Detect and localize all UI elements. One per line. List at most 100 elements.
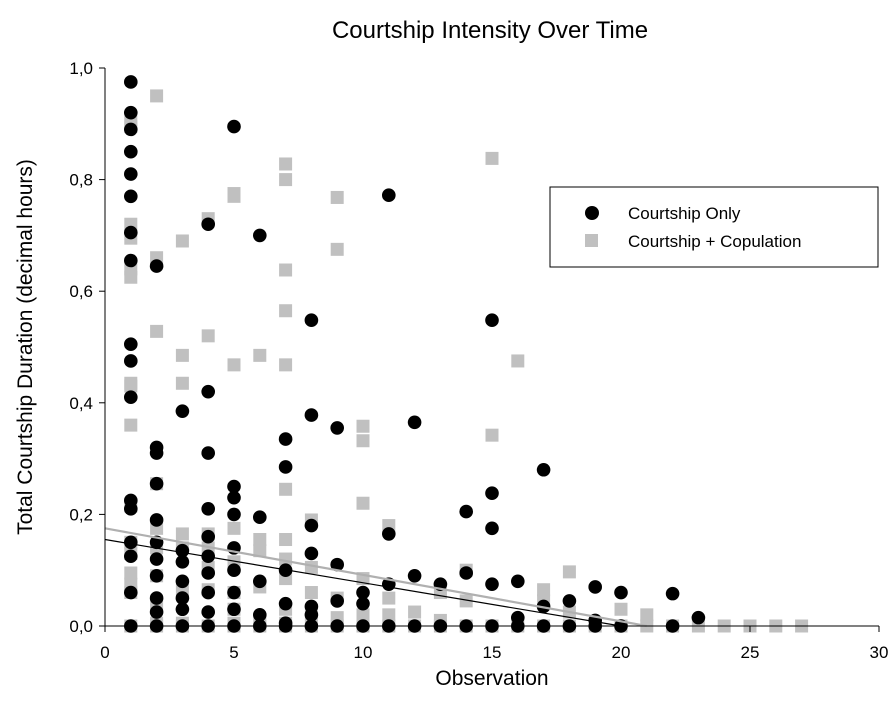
data-point (382, 527, 396, 541)
data-point (175, 602, 190, 617)
data-point (279, 358, 293, 372)
data-point (150, 324, 164, 338)
data-point (407, 415, 422, 430)
data-point (356, 608, 370, 622)
data-point (150, 89, 164, 103)
data-point (614, 602, 628, 616)
y-tick-label: 0,2 (69, 505, 93, 524)
data-point (304, 608, 319, 622)
data-point (279, 173, 293, 187)
plot-area (104, 75, 809, 633)
data-point (562, 565, 576, 579)
data-point (485, 521, 499, 536)
y-tick-label: 1,0 (69, 59, 93, 78)
data-point (201, 384, 215, 399)
data-point (356, 496, 370, 510)
x-tick-label: 25 (741, 643, 760, 662)
data-point (279, 304, 293, 318)
data-point (175, 348, 189, 362)
data-point (485, 486, 499, 500)
data-point (149, 605, 164, 619)
data-point (253, 533, 267, 547)
data-point (227, 479, 241, 494)
data-point (227, 507, 241, 522)
x-axis-title: Observation (435, 667, 548, 690)
data-point (124, 549, 138, 564)
data-point (175, 574, 190, 589)
data-point (124, 144, 138, 159)
data-point (253, 544, 267, 558)
legend-label-courtship-only: Courtship Only (628, 204, 741, 223)
data-point (459, 566, 474, 580)
data-point (124, 379, 138, 393)
data-point (124, 167, 138, 181)
data-point (201, 329, 215, 343)
data-point (201, 502, 215, 516)
y-tick-label: 0,6 (69, 282, 93, 301)
trendline-courtship-only (104, 538, 622, 627)
data-point (459, 594, 473, 608)
axes: 0 5 10 15 20 25 30 0,0 0,2 0,4 0,6 0,8 1,0 (69, 59, 888, 662)
data-point (175, 376, 189, 390)
data-point (227, 490, 241, 505)
data-point (227, 602, 241, 617)
data-point (201, 217, 215, 232)
data-point (149, 568, 164, 583)
data-point (124, 585, 138, 600)
data-point (253, 348, 267, 362)
data-point (278, 596, 293, 611)
data-point (356, 596, 370, 611)
data-point (124, 418, 138, 432)
data-point (149, 259, 164, 273)
data-point (356, 419, 370, 433)
data-point (124, 122, 138, 137)
data-point (175, 555, 190, 569)
data-point (382, 188, 396, 203)
data-point (279, 533, 293, 547)
data-point (485, 313, 499, 328)
data-point (407, 568, 422, 583)
data-point (124, 253, 138, 268)
data-point (536, 462, 551, 477)
data-point (124, 502, 138, 516)
data-point (304, 518, 319, 533)
data-point (408, 605, 422, 619)
data-point (279, 157, 293, 171)
data-point (304, 546, 319, 561)
data-point (304, 408, 319, 422)
legend-marker-courtship-copulation (585, 234, 598, 247)
data-point (485, 428, 499, 442)
data-point (278, 460, 293, 474)
data-point (640, 608, 654, 622)
data-point (252, 510, 267, 524)
data-point (149, 591, 164, 605)
data-point (201, 446, 215, 460)
y-tick-label: 0,0 (69, 617, 93, 636)
data-point (537, 583, 551, 597)
data-point (330, 421, 345, 435)
trendline-courtship-copulation (104, 527, 647, 628)
data-point (356, 585, 370, 600)
data-point (227, 521, 241, 535)
x-tick-label: 30 (870, 643, 889, 662)
data-point (304, 586, 318, 600)
data-point (124, 337, 138, 352)
y-tick-label: 0,4 (69, 394, 93, 413)
data-point (149, 513, 164, 527)
legend: Courtship Only Courtship + Copulation (549, 186, 879, 268)
data-point (382, 591, 396, 605)
data-point (252, 608, 267, 622)
data-point (175, 543, 190, 558)
legend-box (549, 186, 879, 268)
data-point (201, 566, 215, 580)
data-point (330, 594, 345, 608)
data-point (175, 234, 189, 248)
data-point (459, 504, 474, 519)
data-point (149, 476, 164, 491)
data-point (588, 580, 602, 594)
data-point (691, 610, 706, 625)
data-point (227, 119, 241, 134)
data-point (665, 586, 680, 601)
data-point (149, 552, 164, 566)
